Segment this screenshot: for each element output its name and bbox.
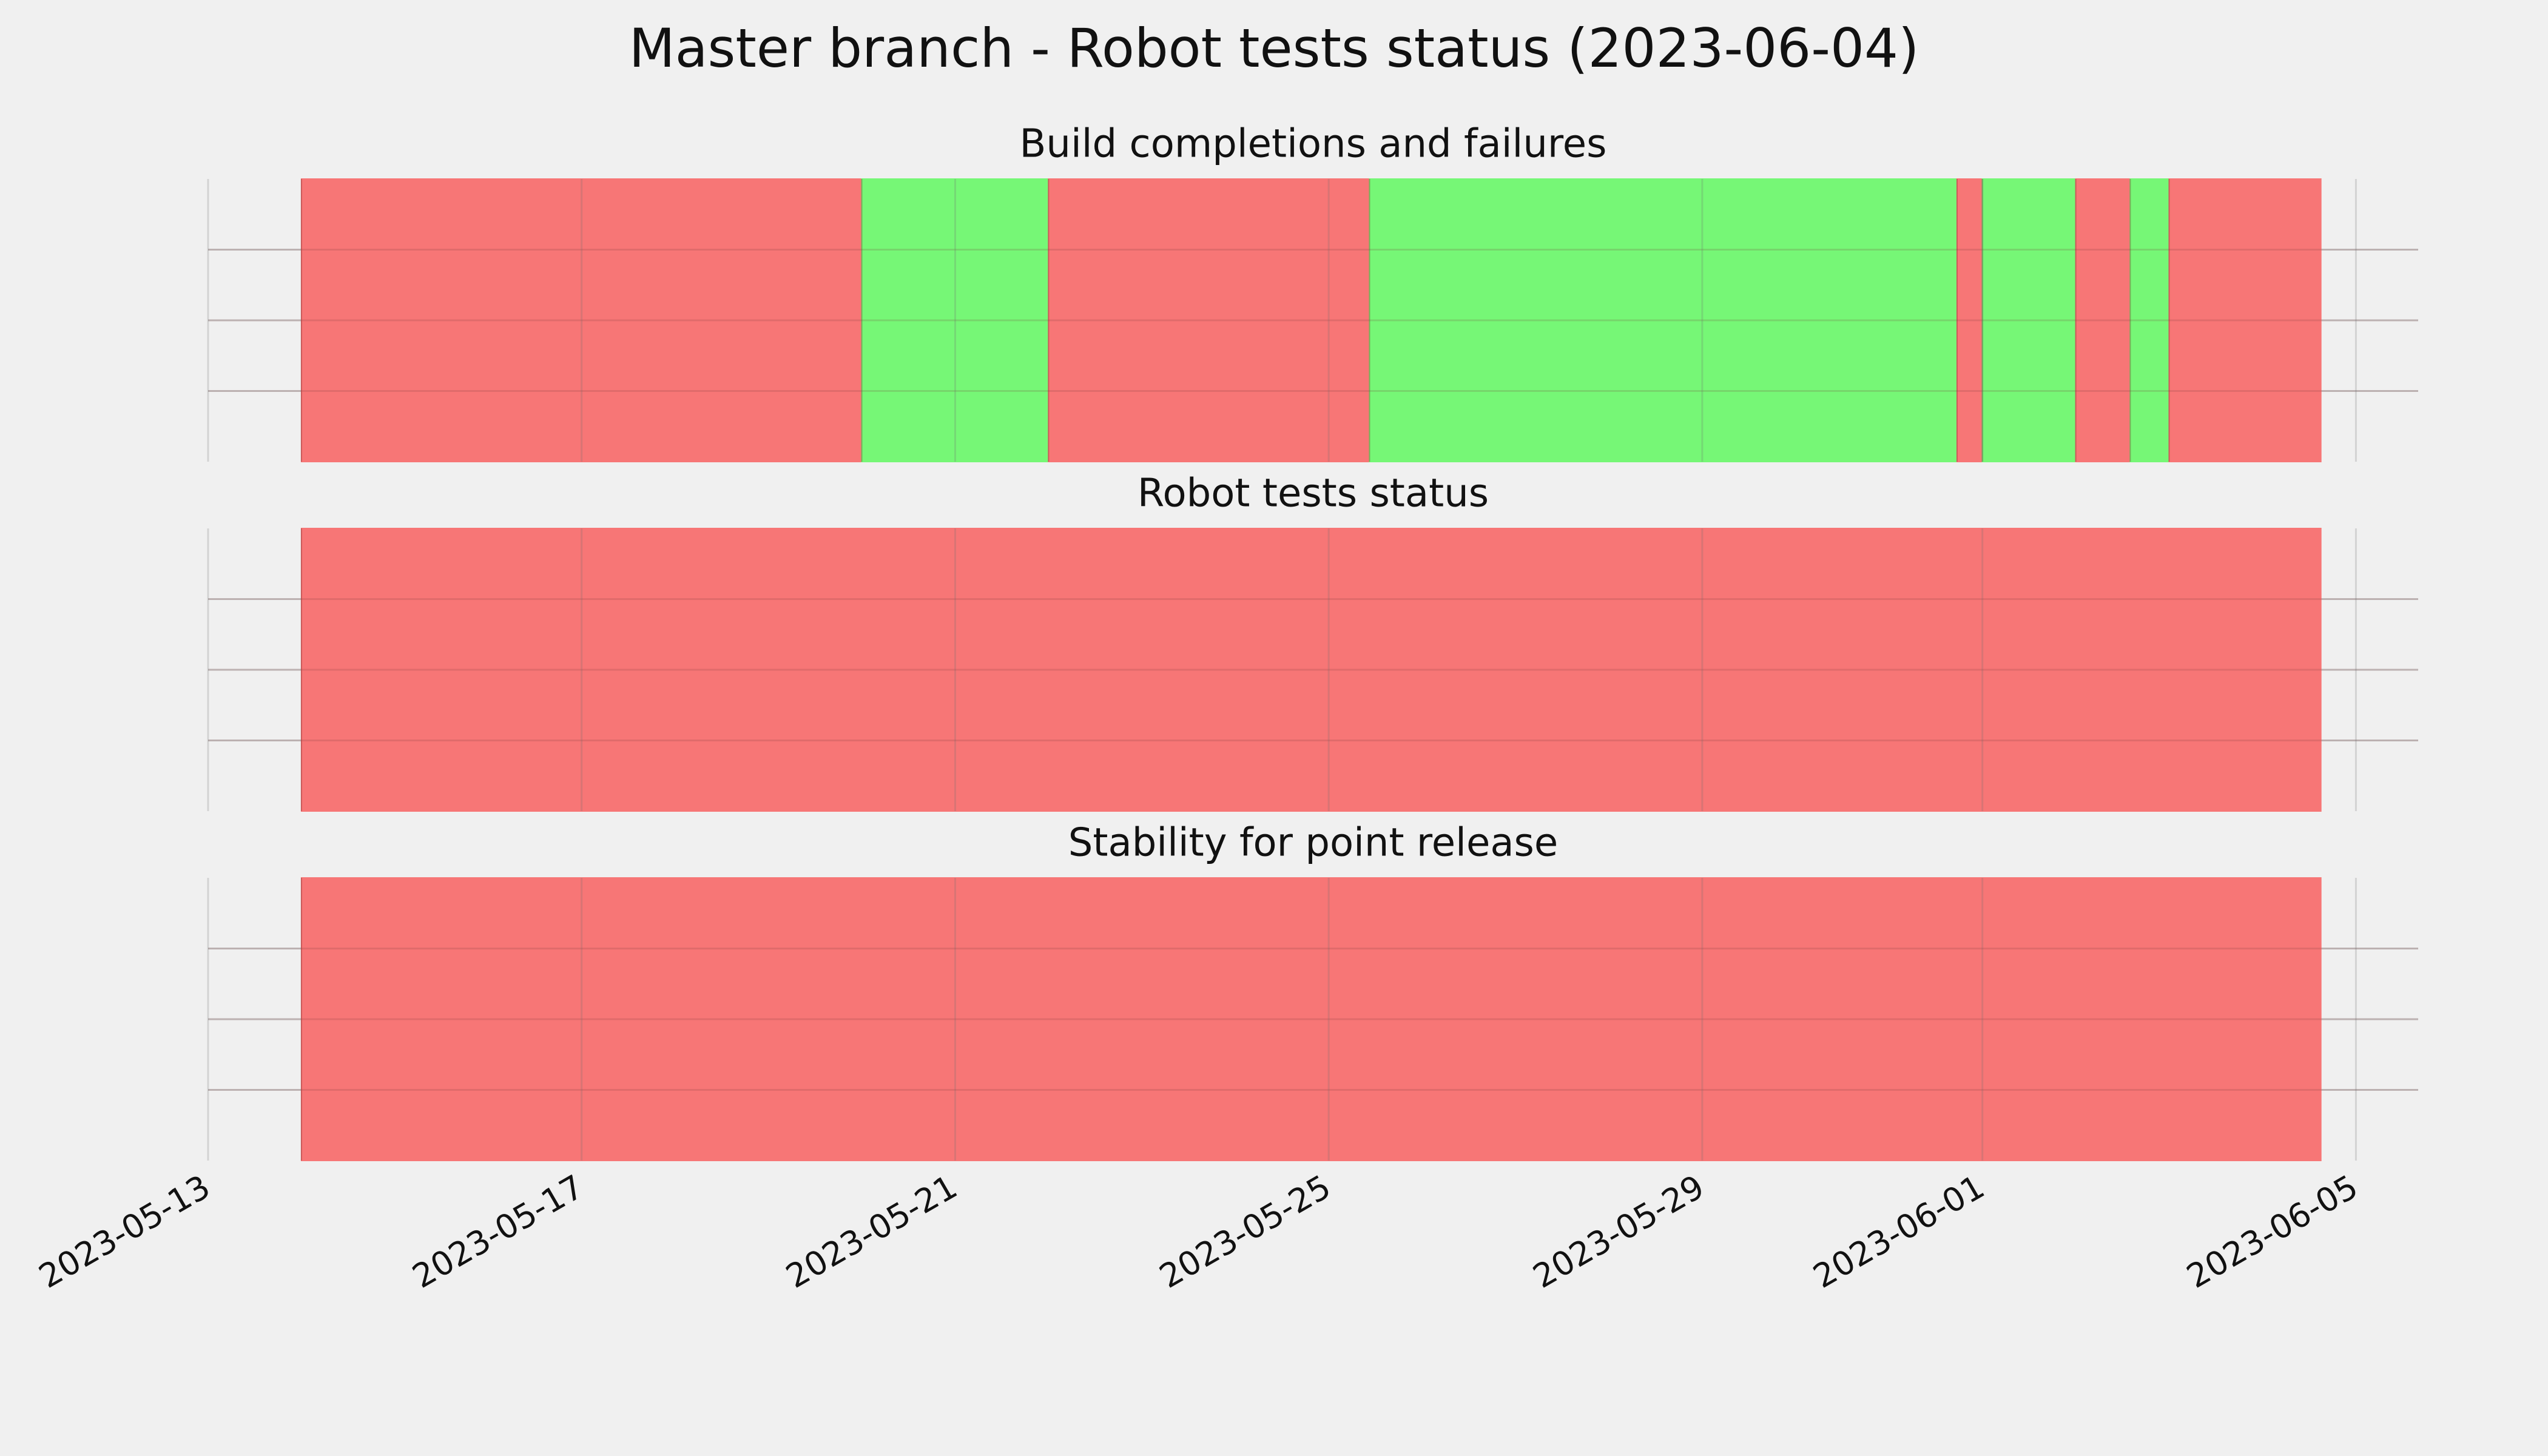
x-tick-label: 2023-05-13 [33, 1167, 217, 1295]
subplot-title: Robot tests status [1138, 471, 1489, 516]
subplot-title: Build completions and failures [1020, 122, 1607, 167]
status-segment [300, 178, 863, 462]
x-tick-label: 2023-05-25 [1153, 1167, 1337, 1295]
status-segment [2075, 178, 2131, 462]
x-tick-label: 2023-05-29 [1526, 1167, 1710, 1295]
x-tick-label: 2023-06-05 [2180, 1167, 2364, 1295]
subplot-title: Stability for point release [1068, 821, 1559, 866]
status-segment [300, 877, 2322, 1161]
status-segment [2129, 178, 2170, 462]
x-tick-label: 2023-06-01 [1807, 1167, 1990, 1295]
chart-title: Master branch - Robot tests status (2023… [629, 17, 1919, 79]
status-segment [2168, 178, 2322, 462]
status-segment [1981, 178, 2077, 462]
status-segment [1956, 178, 1983, 462]
x-tick-label: 2023-05-21 [780, 1167, 963, 1295]
status-segment [1369, 178, 1958, 462]
status-segment [1048, 178, 1370, 462]
status-segment [300, 528, 2322, 812]
status-segment [861, 178, 1050, 462]
x-tick-label: 2023-05-17 [406, 1167, 590, 1295]
